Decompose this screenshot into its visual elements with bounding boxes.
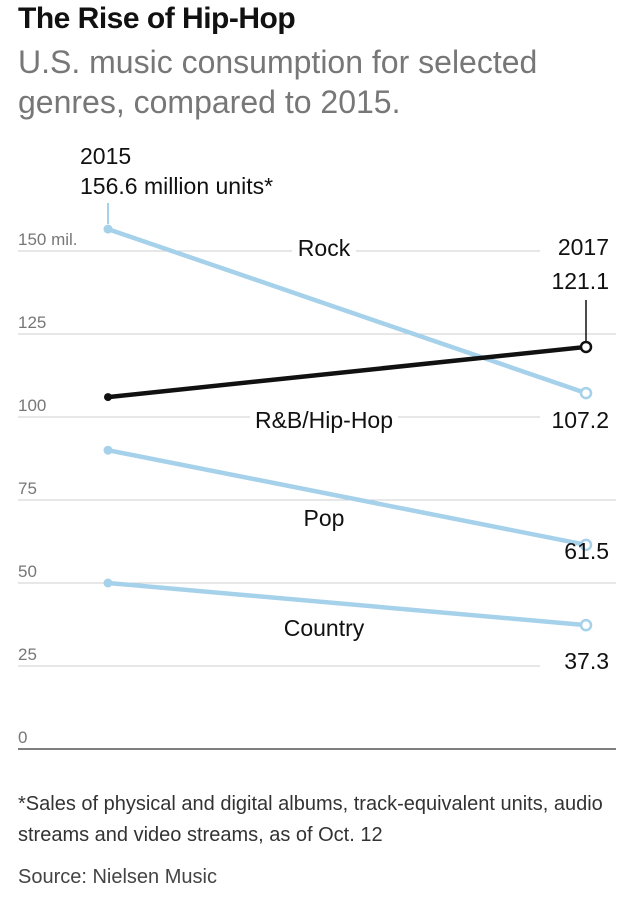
label-bg-pop [298,506,350,532]
end-label-country-bg [540,648,616,676]
end-label-pop: 61.5 [564,538,609,564]
series-line-country [105,580,589,628]
series-line-r-b-hip-hop [105,344,589,400]
line-chart: 0 25 50 75 100 125 150 mil. Rock R&B/Hip-Hop Pop… [18,143,616,750]
chart-subtitle: U.S. music consumption for selected genr… [18,44,538,120]
y-tick-label-50: 50 [18,562,37,581]
series-line-pop [105,447,589,548]
series-label-r-b-hip-hop: R&B/Hip-Hop [255,407,393,433]
end-label-country: 37.3 [564,648,609,674]
annotation-start-value: 156.6 million units* [80,173,273,199]
y-tick-label-125: 125 [18,313,46,332]
label-bg-rock [292,236,356,262]
y-tick-label-0: 0 [18,728,27,747]
annotation-end-year: 2017 [558,234,609,260]
end-label-rock-bg [540,407,616,435]
y-tick-label-75: 75 [18,479,37,498]
y-tick-label-150: 150 mil. [18,230,78,249]
series-label-country: Country [284,615,365,641]
point-country-2015 [103,578,113,588]
series-line-rock [105,226,589,396]
y-tick-label-25: 25 [18,645,37,664]
label-bg-r-b-hip-hop [250,408,398,434]
point-r-b-hip-hop-2015 [104,393,112,402]
point-rock-2015 [103,224,113,234]
annotation-start-year: 2015 [80,143,131,169]
point-country-2017 [579,618,593,632]
source-note: Source: Nielsen Music [18,866,217,888]
point-rock-2017 [579,386,593,400]
y-tick-label-100: 100 [18,396,46,415]
point-pop-2015 [103,445,113,455]
end-label-bg [540,226,616,296]
chart-title: The Rise of Hip-Hop [18,2,296,35]
label-bg-country [274,616,374,642]
footnote: *Sales of physical and digital albums, t… [18,793,603,846]
end-label-hiphop: 121.1 [551,268,609,294]
point-pop-2017 [579,538,593,552]
end-label-rock: 107.2 [551,407,609,433]
series-label-pop: Pop [304,505,345,531]
series-label-rock: Rock [298,235,351,261]
point-r-b-hip-hop-2017 [579,340,593,354]
